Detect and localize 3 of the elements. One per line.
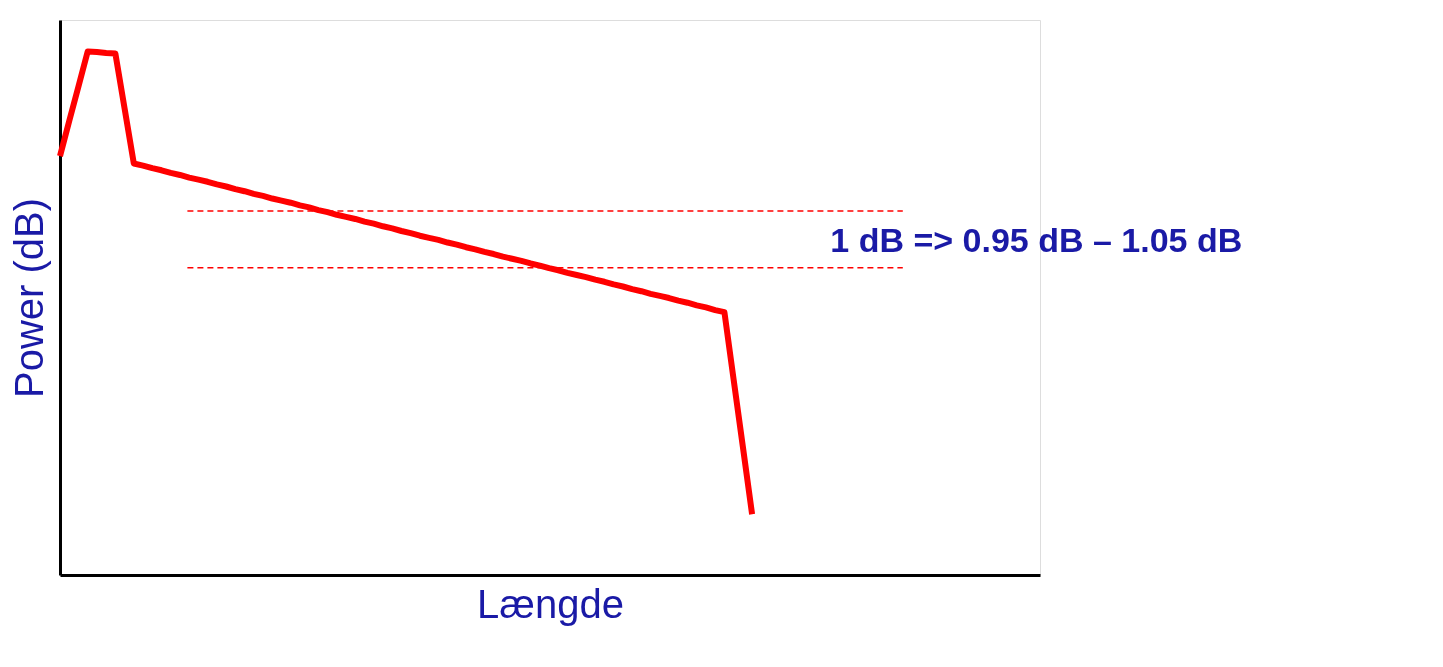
- x-axis-title: Længde: [477, 581, 624, 626]
- text: 1 dB => 0.95 dB – 1.05 dB: [830, 221, 1243, 259]
- y-axis-title: Power (dB): [6, 197, 51, 399]
